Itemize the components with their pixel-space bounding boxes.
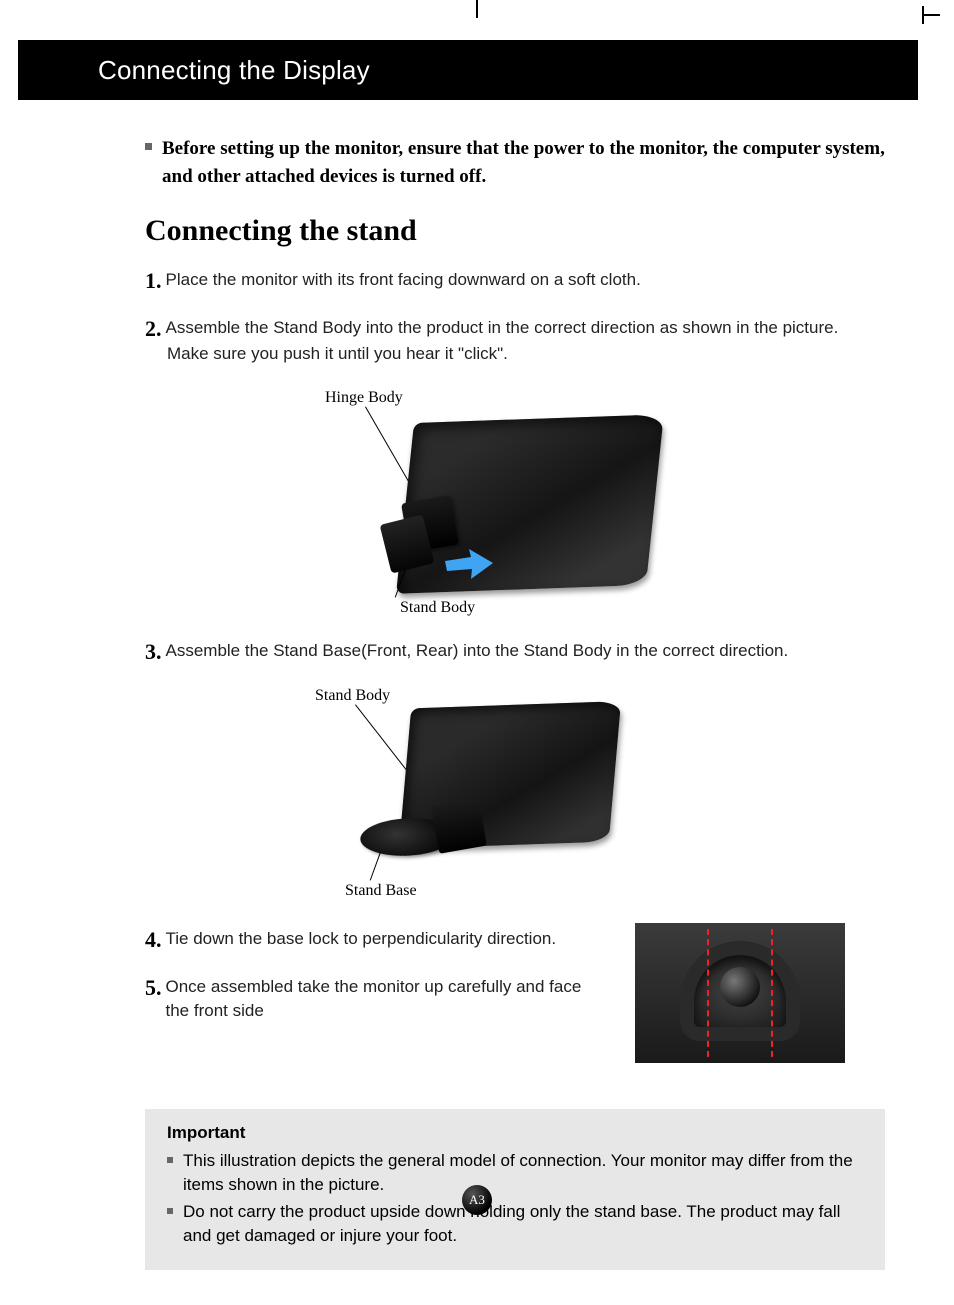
step-2-text: Assemble the Stand Body into the product… [166,316,839,341]
important-text-1: This illustration depicts the general mo… [183,1149,863,1197]
section-title: Connecting the stand [145,214,885,248]
page: Connecting the Display Before setting up… [0,0,954,1305]
lock-knob-illustration [720,967,760,1007]
step-2-number: 2. [145,316,162,342]
page-number: A3 [462,1185,492,1215]
bullet-icon [167,1208,173,1214]
label-stand-body-2: Stand Body [315,687,390,705]
step-5-text: Once assembled take the monitor up caref… [166,975,586,1024]
header-title: Connecting the Display [18,55,370,86]
step-4-text: Tie down the base lock to perpendiculari… [166,927,557,952]
figure-stand-base: Stand Body Stand Base [145,687,885,907]
important-title: Important [167,1123,863,1143]
important-box: Important This illustration depicts the … [145,1109,885,1270]
stand-body-illustration-2 [431,798,487,854]
step-4-number: 4. [145,927,162,953]
step-2-text-line2: Make sure you push it until you hear it … [167,344,508,363]
important-item: Do not carry the product upside down hol… [167,1200,863,1248]
content-area: Before setting up the monitor, ensure th… [145,120,885,1270]
step-1-text: Place the monitor with its front facing … [166,268,641,293]
leader-line-icon [370,852,381,881]
label-stand-base: Stand Base [345,882,417,900]
label-hinge-body: Hinge Body [325,389,403,407]
step-4: 4. Tie down the base lock to perpendicul… [145,927,645,953]
warning-text: Before setting up the monitor, ensure th… [162,135,885,190]
arrow-icon [445,549,493,584]
label-stand-body: Stand Body [400,599,475,617]
step-2: 2. Assemble the Stand Body into the prod… [145,316,885,367]
dashed-guide-icon [771,929,773,1057]
bullet-icon [145,143,152,150]
figure-hinge-body: Hinge Body Stand Body [145,389,885,619]
header-bar: Connecting the Display [18,40,918,100]
step-3-text: Assemble the Stand Base(Front, Rear) int… [166,639,789,664]
step-1-number: 1. [145,268,162,294]
step-3: 3. Assemble the Stand Base(Front, Rear) … [145,639,885,665]
step-5: 5. Once assembled take the monitor up ca… [145,975,645,1024]
step-3-number: 3. [145,639,162,665]
bullet-icon [167,1157,173,1163]
important-item: This illustration depicts the general mo… [167,1149,863,1197]
important-text-2: Do not carry the product upside down hol… [183,1200,863,1248]
dashed-guide-icon [707,929,709,1057]
steps-4-5-block: 4. Tie down the base lock to perpendicul… [145,927,885,1077]
step-1: 1. Place the monitor with its front faci… [145,268,885,294]
power-off-warning: Before setting up the monitor, ensure th… [145,135,885,190]
step-5-number: 5. [145,975,162,1001]
figure-base-lock [635,923,845,1063]
